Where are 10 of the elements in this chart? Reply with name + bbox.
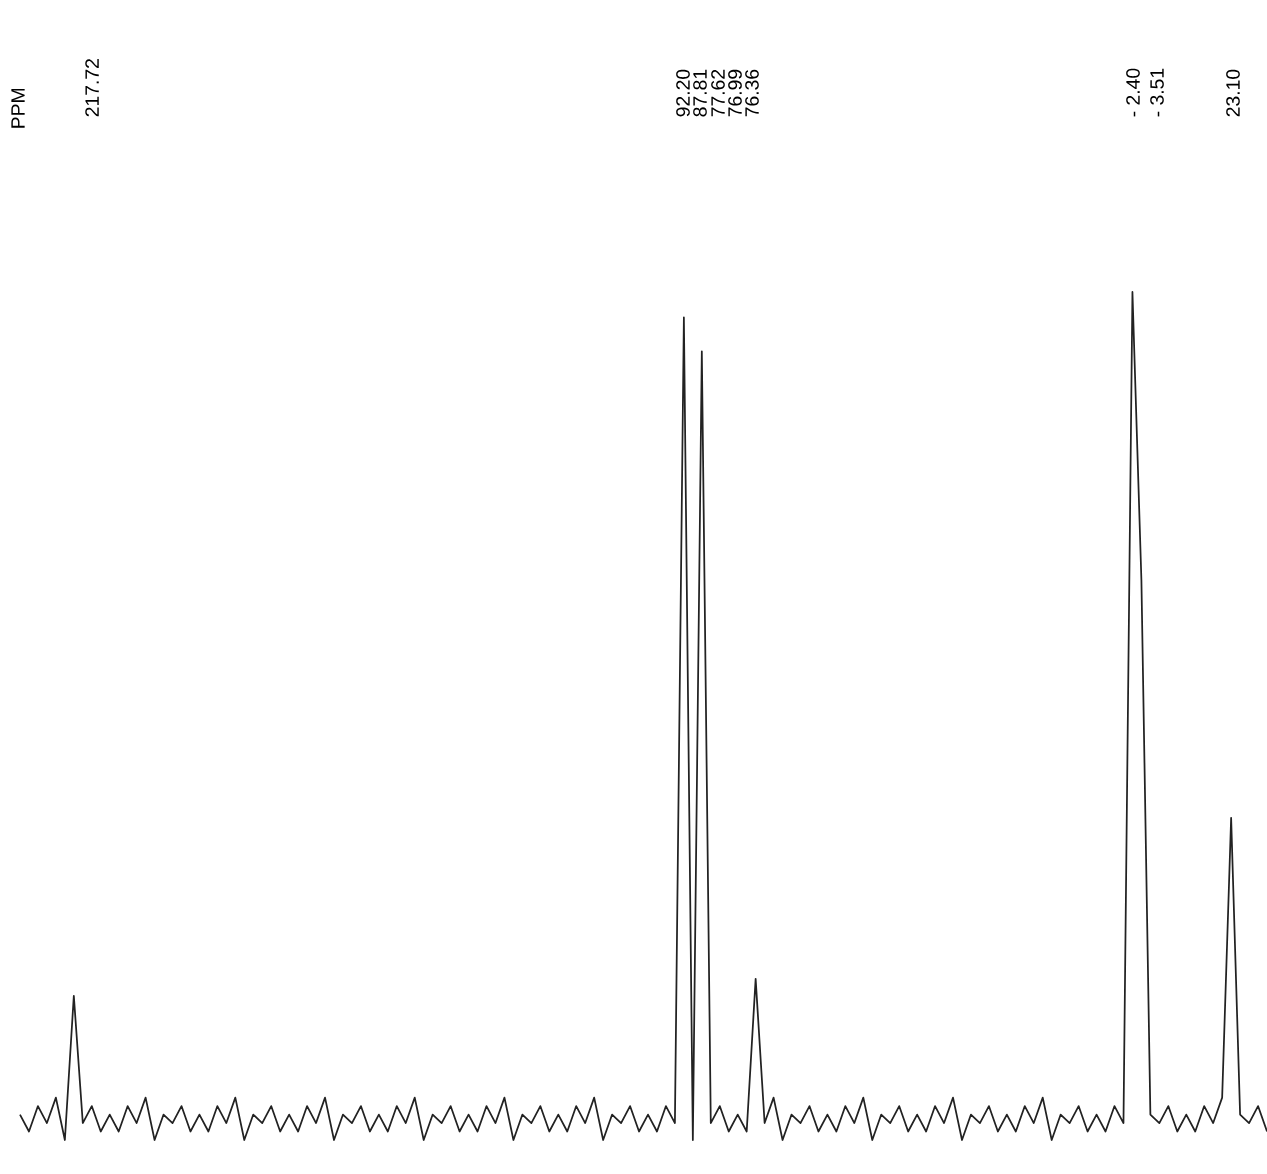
text: PPM bbox=[11, 88, 25, 128]
text: - 2.40 bbox=[1126, 68, 1140, 117]
text: 92.20 bbox=[676, 69, 690, 117]
text: 87.81 bbox=[693, 69, 707, 117]
text: 217.72 bbox=[85, 59, 99, 117]
text: - 3.51 bbox=[1150, 68, 1164, 117]
text: 77.62 bbox=[711, 69, 725, 117]
text: 76.36 bbox=[745, 69, 759, 117]
text: 23.10 bbox=[1226, 69, 1240, 117]
text: 76.99 bbox=[728, 69, 742, 117]
